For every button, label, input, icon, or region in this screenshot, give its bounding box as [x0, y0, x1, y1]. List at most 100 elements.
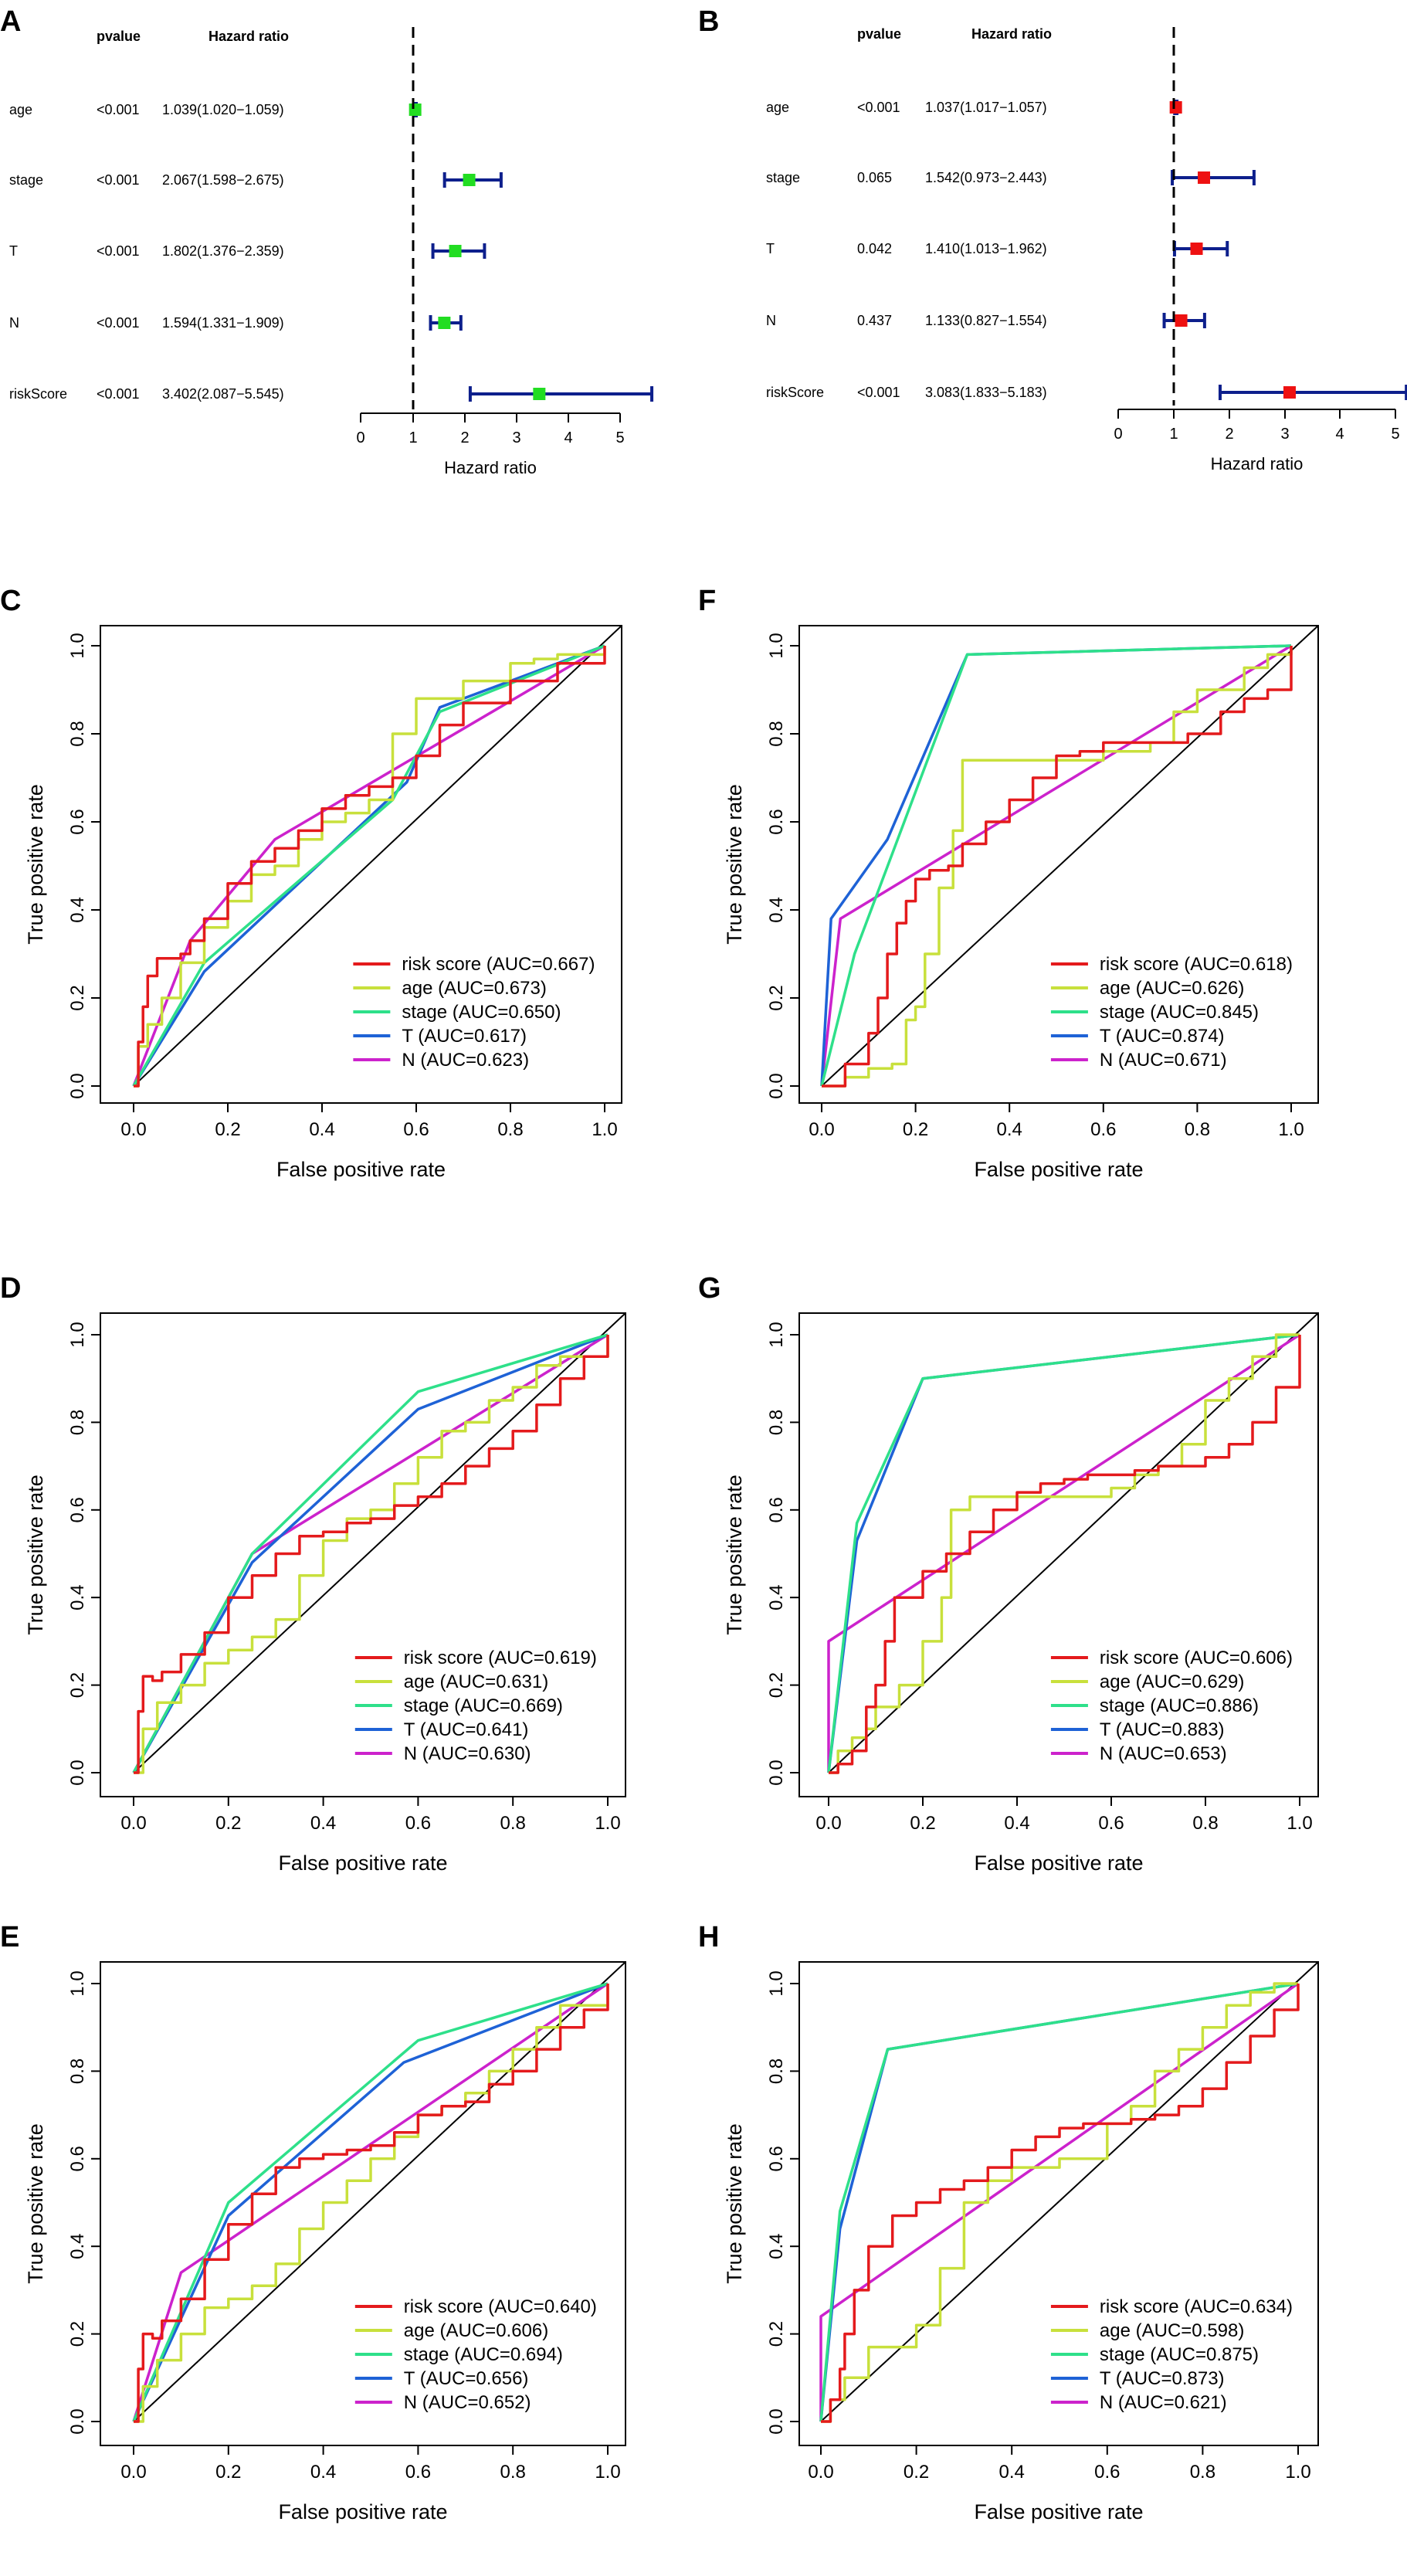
- y-tick-label: 1.0: [67, 1322, 88, 1347]
- y-tick-label: 0.0: [67, 1760, 88, 1785]
- y-tick-label: 0.0: [67, 2408, 88, 2434]
- x-tick-label: 0.0: [809, 1119, 834, 1140]
- y-tick-label: 0.6: [766, 809, 787, 834]
- x-tick-label: 0.2: [215, 2462, 241, 2483]
- row-pvalue: <0.001: [857, 385, 900, 400]
- row-name: T: [766, 241, 775, 256]
- legend-entry: T (AUC=0.883): [1100, 1719, 1225, 1740]
- x-tick-label: 0.4: [1004, 1813, 1029, 1834]
- x-tick-label: 0.0: [120, 1813, 146, 1834]
- x-tick-label: 0.6: [403, 1119, 429, 1140]
- y-axis-label: True positive rate: [723, 2123, 746, 2284]
- row-hazard-ratio: 1.802(1.376−2.359): [162, 243, 284, 259]
- y-tick-label: 0.6: [766, 2146, 787, 2171]
- y-tick-label: 0.6: [67, 1497, 88, 1522]
- y-tick-label: 0.6: [67, 809, 88, 834]
- row-pvalue: 0.437: [857, 313, 892, 328]
- x-tick-label: 1.0: [595, 1813, 620, 1834]
- x-tick-label: 0.4: [997, 1119, 1022, 1140]
- y-tick-label: 0.8: [766, 721, 787, 746]
- legend-entry: N (AUC=0.653): [1100, 1743, 1227, 1764]
- x-tick-label: 5: [615, 429, 624, 446]
- plot-frame: [798, 1961, 1319, 2446]
- x-tick-label: 1.0: [1287, 1813, 1312, 1834]
- row-name: age: [766, 100, 789, 115]
- roc-curve-stage: [820, 644, 1292, 1087]
- legend-entry: age (AUC=0.606): [404, 2320, 548, 2341]
- roc-plot-d: D 0.0 0.0 0.2 0.2 0.4 0.4 0.6 0.6 0.8 0.8 1.0 1.0 Fal…: [0, 1272, 626, 1875]
- legend-entry: stage (AUC=0.875): [1100, 2344, 1259, 2365]
- legend-entry: N (AUC=0.621): [1100, 2392, 1227, 2413]
- y-axis-label: True positive rate: [723, 784, 746, 945]
- roc-curve-age: [829, 1333, 1300, 1774]
- row-pvalue: <0.001: [97, 315, 140, 331]
- x-axis-label: False positive rate: [974, 1158, 1143, 1181]
- x-tick-label: 0.2: [215, 1813, 241, 1834]
- y-tick-label: 0.2: [766, 1672, 787, 1698]
- roc-plot-f: F 0.0 0.0 0.2 0.2 0.4 0.4 0.6 0.6 0.8 0.8 1.0 1.0 Fal…: [698, 585, 1319, 1181]
- plot-frame: [100, 1961, 626, 2446]
- row-pvalue: <0.001: [97, 386, 140, 402]
- row-pvalue: <0.001: [97, 243, 140, 259]
- roc-curve-risk-score: [134, 1984, 609, 2423]
- y-tick-label: 0.4: [67, 897, 88, 922]
- legend-entry: T (AUC=0.617): [402, 1026, 527, 1047]
- row-pvalue: 0.065: [857, 170, 892, 185]
- y-tick-label: 0.4: [766, 1585, 787, 1610]
- y-tick-label: 0.0: [766, 2408, 787, 2434]
- diagonal-reference: [820, 1961, 1319, 2422]
- row-pvalue: 0.042: [857, 241, 892, 256]
- y-tick-label: 0.0: [766, 1073, 787, 1098]
- row-hazard-ratio: 1.594(1.331−1.909): [162, 315, 284, 331]
- plot-frame: [100, 1312, 626, 1797]
- x-tick-label: 3: [512, 429, 520, 446]
- legend-entry: age (AUC=0.673): [402, 978, 546, 999]
- y-tick-label: 0.8: [766, 2058, 787, 2084]
- legend-entry: stage (AUC=0.845): [1100, 1002, 1259, 1023]
- roc-curve-stage: [132, 1333, 609, 1773]
- legend-entry: N (AUC=0.671): [1100, 1050, 1227, 1071]
- y-tick-label: 1.0: [766, 1322, 787, 1347]
- roc-curve-age: [821, 1982, 1298, 2423]
- roc-curve-risk-score: [134, 646, 606, 1088]
- x-axis-label: Hazard ratio: [444, 458, 537, 477]
- x-tick-label: 2: [1225, 426, 1233, 443]
- x-tick-label: 0.8: [497, 1119, 523, 1140]
- x-tick-label: 0: [356, 429, 364, 446]
- x-axis-label: False positive rate: [278, 2500, 447, 2523]
- y-axis-label: True positive rate: [24, 2123, 47, 2284]
- row-pvalue: <0.001: [97, 102, 140, 117]
- hr-marker: [449, 245, 462, 257]
- y-tick-label: 0.4: [766, 2234, 787, 2259]
- x-tick-label: 1: [409, 429, 417, 446]
- roc-curve-n: [819, 1982, 1300, 2422]
- x-tick-label: 1.0: [595, 2462, 620, 2483]
- y-tick-label: 1.0: [766, 1970, 787, 1996]
- legend-entry: T (AUC=0.874): [1100, 1026, 1225, 1047]
- x-tick-label: 0.4: [310, 2462, 336, 2483]
- row-name: riskScore: [9, 386, 67, 402]
- diagonal-reference: [828, 1312, 1319, 1773]
- x-tick-label: 0.0: [808, 2462, 833, 2483]
- roc-curve-risk-score: [134, 1335, 609, 1774]
- row-hazard-ratio: 1.410(1.013−1.962): [925, 241, 1047, 256]
- row-hazard-ratio: 1.133(0.827−1.554): [925, 313, 1047, 328]
- x-tick-label: 0.6: [405, 2462, 431, 2483]
- x-tick-label: 0.4: [310, 1813, 336, 1834]
- x-tick-label: 4: [564, 429, 572, 446]
- y-tick-label: 0.8: [67, 721, 88, 746]
- y-tick-label: 1.0: [67, 633, 88, 658]
- roc-curve-age: [134, 1335, 609, 1774]
- row-pvalue: <0.001: [97, 172, 140, 188]
- x-tick-label: 0.2: [910, 1813, 935, 1834]
- panel-label: F: [698, 585, 716, 617]
- legend-entry: stage (AUC=0.650): [402, 1002, 561, 1023]
- hr-marker: [1175, 314, 1188, 327]
- row-name: N: [766, 313, 776, 328]
- roc-curve-risk-score: [822, 646, 1293, 1088]
- roc-plot-e: E 0.0 0.0 0.2 0.2 0.4 0.4 0.6 0.6 0.8 0.8 1.0 1.0 Fal…: [0, 1921, 626, 2523]
- hr-marker: [438, 317, 451, 329]
- hr-marker: [533, 388, 546, 400]
